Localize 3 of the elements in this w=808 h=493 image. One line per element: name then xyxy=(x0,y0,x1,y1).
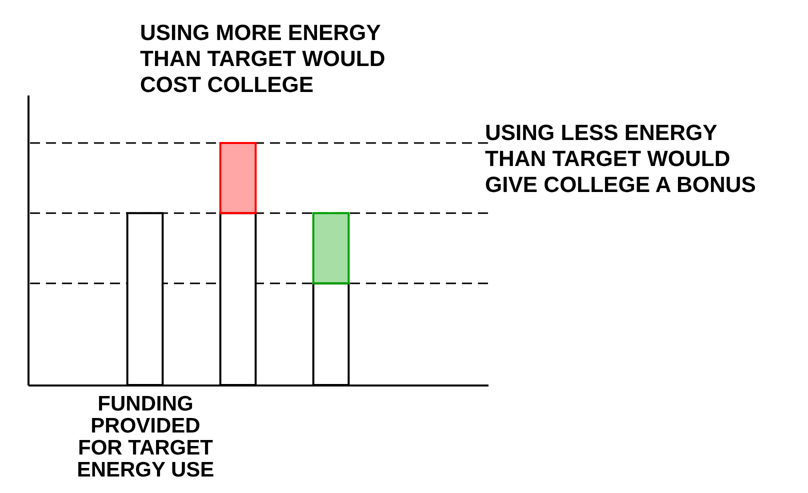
text: USING MORE ENERGY THAN TARGET WOULD COST COLLEGE xyxy=(140,20,386,97)
text: USING LESS ENERGY THAN TARGET WOULD GIVE COLLEGE A BONUS xyxy=(485,120,756,197)
x-tick-label: FUNDING PROVIDED FOR TARGET ENERGY USE xyxy=(76,392,214,482)
